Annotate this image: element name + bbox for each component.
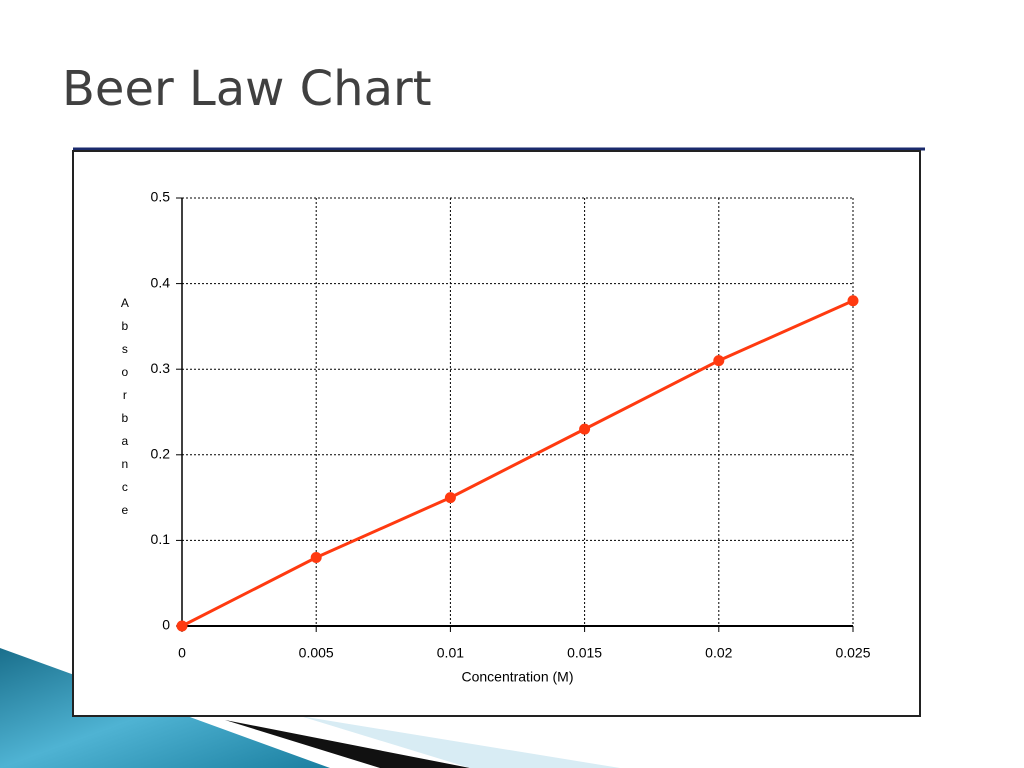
y-tick-label: 0.3 <box>151 360 171 376</box>
y-tick-label: 0.2 <box>151 446 171 462</box>
y-axis-label: Absorbance <box>118 296 132 526</box>
decor-black <box>225 720 470 768</box>
y-tick-label: 0.1 <box>151 531 171 547</box>
data-point <box>713 355 725 367</box>
decor-light <box>300 716 620 768</box>
slide-title: Beer Law Chart <box>62 61 432 117</box>
x-tick-label: 0.01 <box>437 645 464 661</box>
data-point <box>847 295 859 307</box>
y-tick-label: 0.4 <box>151 274 171 290</box>
data-point <box>579 423 591 435</box>
data-point <box>444 492 456 504</box>
x-axis-label: Concentration (M) <box>461 669 573 685</box>
y-tick-label: 0 <box>162 617 170 633</box>
x-tick-label: 0 <box>178 645 186 661</box>
data-line <box>181 299 854 628</box>
data-point <box>176 620 188 632</box>
chart-frame <box>72 150 921 717</box>
y-tick-label: 0.5 <box>151 189 171 205</box>
data-point <box>310 552 322 564</box>
x-tick-label: 0.015 <box>567 645 602 661</box>
chart: 0 0.1 0.2 0.3 0.4 0.5 0 0.005 0.01 0.015 0.02 0.025… <box>118 189 871 685</box>
x-tick-label: 0.02 <box>705 645 732 661</box>
x-tick-label: 0.005 <box>299 645 334 661</box>
x-tick-label: 0.025 <box>835 645 870 661</box>
